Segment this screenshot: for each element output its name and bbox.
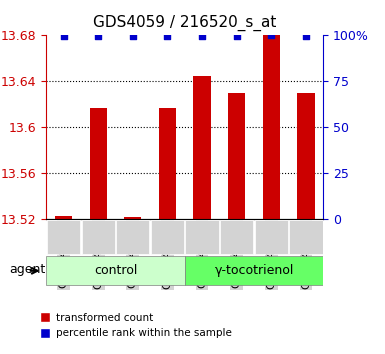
FancyBboxPatch shape bbox=[82, 220, 115, 254]
FancyBboxPatch shape bbox=[47, 220, 80, 254]
Point bbox=[60, 34, 67, 39]
Point bbox=[164, 34, 171, 39]
FancyBboxPatch shape bbox=[151, 220, 184, 254]
Point bbox=[303, 34, 309, 39]
Bar bbox=[297, 93, 315, 219]
Point bbox=[268, 33, 275, 38]
Title: GDS4059 / 216520_s_at: GDS4059 / 216520_s_at bbox=[93, 15, 276, 31]
FancyBboxPatch shape bbox=[116, 220, 149, 254]
Point bbox=[234, 34, 240, 39]
Legend: transformed count, percentile rank within the sample: transformed count, percentile rank withi… bbox=[36, 309, 236, 342]
Bar bbox=[193, 76, 211, 219]
Point bbox=[95, 34, 101, 39]
FancyBboxPatch shape bbox=[220, 220, 253, 254]
FancyBboxPatch shape bbox=[186, 220, 219, 254]
Text: γ-tocotrienol: γ-tocotrienol bbox=[214, 264, 294, 277]
FancyBboxPatch shape bbox=[290, 220, 323, 254]
Text: control: control bbox=[94, 264, 137, 277]
Bar bbox=[263, 35, 280, 219]
Point bbox=[130, 34, 136, 39]
Bar bbox=[55, 216, 72, 219]
Bar bbox=[124, 217, 141, 219]
Text: agent: agent bbox=[9, 263, 45, 276]
FancyBboxPatch shape bbox=[185, 256, 323, 285]
FancyBboxPatch shape bbox=[255, 220, 288, 254]
Bar bbox=[89, 108, 107, 219]
FancyBboxPatch shape bbox=[46, 256, 185, 285]
Bar bbox=[159, 108, 176, 219]
Point bbox=[199, 34, 205, 39]
Bar bbox=[228, 93, 246, 219]
